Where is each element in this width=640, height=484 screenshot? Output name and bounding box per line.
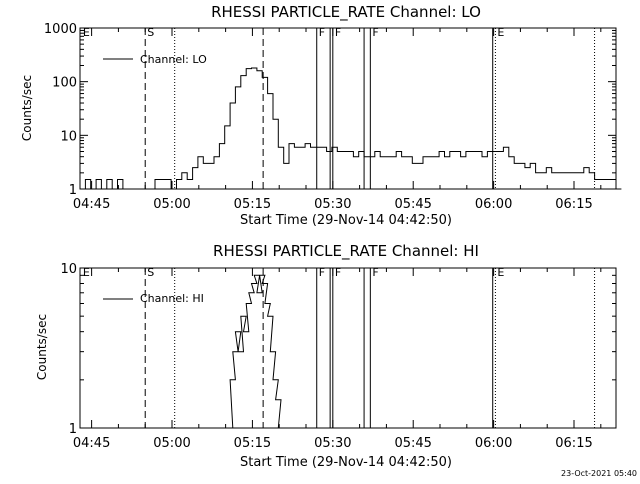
lo-event-marker-label: S xyxy=(147,26,154,39)
hi-event-marker-label: S xyxy=(147,266,154,279)
hi-y-tick-label: 1 xyxy=(69,422,77,437)
lo-x-tick-label: 05:00 xyxy=(153,197,190,212)
hi-channel-plot: RHESSI PARTICLE_RATE Channel: HI Counts/… xyxy=(35,242,617,470)
lo-event-marker-label: F xyxy=(335,26,341,39)
hi-event-marker-label: F xyxy=(319,266,325,279)
lo-x-tick-label: 05:30 xyxy=(314,197,351,212)
lo-y-tick-label: 1000 xyxy=(44,22,77,37)
lo-x-tick-label: 04:45 xyxy=(73,197,110,212)
hi-x-tick-label: 05:45 xyxy=(394,436,431,451)
hi-event-marker-label: E xyxy=(497,266,504,279)
lo-y-axis-label: Counts/sec xyxy=(20,75,34,141)
hi-series-line xyxy=(227,274,284,429)
hi-x-tick-label: 05:30 xyxy=(314,436,351,451)
hi-x-tick-label: 06:00 xyxy=(475,436,512,451)
hi-x-tick-label: 05:00 xyxy=(153,436,190,451)
lo-chart-title: RHESSI PARTICLE_RATE Channel: LO xyxy=(211,3,481,22)
hi-axes-frame xyxy=(79,267,617,429)
lo-channel-plot: RHESSI PARTICLE_RATE Channel: LO Counts/… xyxy=(20,3,622,228)
hi-x-tick-label: 06:15 xyxy=(555,436,592,451)
hi-event-marker-label: F xyxy=(372,266,378,279)
lo-event-marker-label: F xyxy=(319,26,325,39)
lo-axes-frame xyxy=(79,27,617,190)
lo-x-tick-label: 06:15 xyxy=(555,197,592,212)
lo-y-tick-label: 10 xyxy=(60,129,77,144)
hi-chart-title: RHESSI PARTICLE_RATE Channel: HI xyxy=(213,242,479,261)
lo-event-marker-label: E xyxy=(83,26,90,39)
lo-legend-label: Channel: LO xyxy=(140,53,207,66)
hi-event-marker-label: E xyxy=(83,266,90,279)
lo-y-tick-label: 1 xyxy=(69,183,77,198)
hi-x-tick-label: 04:45 xyxy=(73,436,110,451)
lo-event-marker-label: E xyxy=(497,26,504,39)
hi-legend-label: Channel: HI xyxy=(140,292,204,305)
lo-x-axis-label: Start Time (29-Nov-14 04:42:50) xyxy=(240,213,452,228)
lo-x-tick-label: 05:15 xyxy=(234,197,271,212)
lo-x-tick-label: 06:00 xyxy=(475,197,512,212)
lo-x-tick-label: 05:45 xyxy=(394,197,431,212)
lo-y-tick-label: 100 xyxy=(52,76,77,91)
hi-y-axis-label: Counts/sec xyxy=(35,314,49,380)
hi-event-marker-label: F xyxy=(335,266,341,279)
lo-series-line xyxy=(80,67,622,190)
date-stamp: 23-Oct-2021 05:40 xyxy=(561,469,637,478)
lo-event-marker-label: F xyxy=(372,26,378,39)
hi-x-axis-label: Start Time (29-Nov-14 04:42:50) xyxy=(240,455,452,470)
hi-x-tick-label: 05:15 xyxy=(234,436,271,451)
hi-y-tick-label: 10 xyxy=(60,262,77,277)
